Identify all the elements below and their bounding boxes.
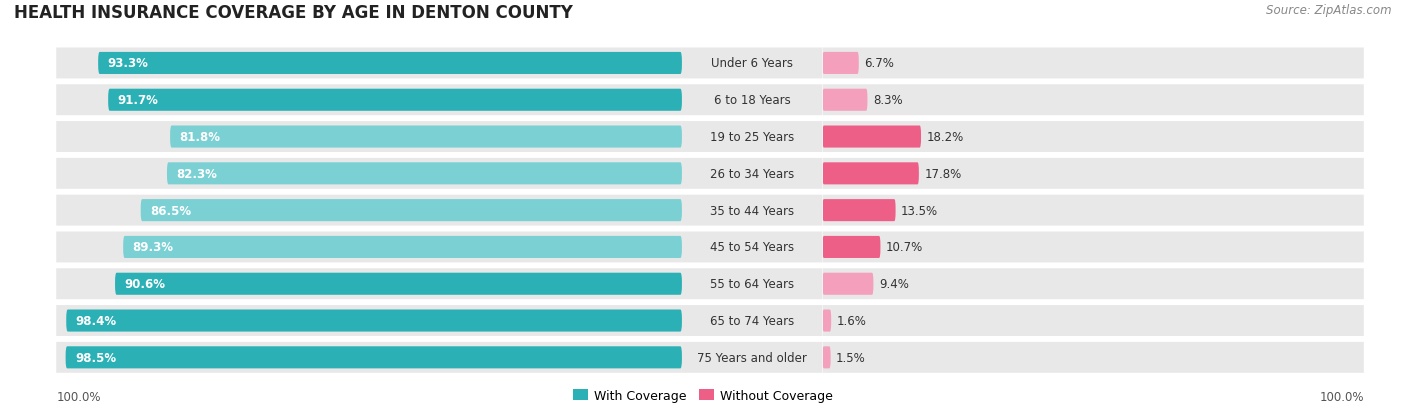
Text: 86.5%: 86.5% — [150, 204, 191, 217]
Text: 89.3%: 89.3% — [132, 241, 173, 254]
FancyBboxPatch shape — [823, 236, 880, 259]
FancyBboxPatch shape — [823, 163, 920, 185]
Text: 6.7%: 6.7% — [865, 57, 894, 70]
FancyBboxPatch shape — [56, 268, 682, 299]
Text: 1.6%: 1.6% — [837, 314, 866, 327]
FancyBboxPatch shape — [823, 273, 873, 295]
Text: 98.5%: 98.5% — [75, 351, 117, 364]
Text: 17.8%: 17.8% — [924, 167, 962, 180]
FancyBboxPatch shape — [823, 85, 1364, 116]
FancyBboxPatch shape — [170, 126, 682, 148]
Text: 91.7%: 91.7% — [118, 94, 159, 107]
FancyBboxPatch shape — [682, 85, 823, 116]
Text: 75 Years and older: 75 Years and older — [697, 351, 807, 364]
Text: 82.3%: 82.3% — [176, 167, 218, 180]
FancyBboxPatch shape — [124, 236, 682, 259]
Text: 18.2%: 18.2% — [927, 131, 963, 144]
Text: 100.0%: 100.0% — [56, 390, 101, 403]
Text: 26 to 34 Years: 26 to 34 Years — [710, 167, 794, 180]
FancyBboxPatch shape — [66, 310, 682, 332]
FancyBboxPatch shape — [56, 85, 682, 116]
FancyBboxPatch shape — [823, 199, 896, 222]
Text: HEALTH INSURANCE COVERAGE BY AGE IN DENTON COUNTY: HEALTH INSURANCE COVERAGE BY AGE IN DENT… — [14, 4, 572, 22]
Text: 8.3%: 8.3% — [873, 94, 903, 107]
FancyBboxPatch shape — [56, 232, 682, 263]
FancyBboxPatch shape — [823, 232, 1364, 263]
FancyBboxPatch shape — [56, 122, 682, 153]
FancyBboxPatch shape — [823, 195, 1364, 226]
Text: 55 to 64 Years: 55 to 64 Years — [710, 278, 794, 290]
FancyBboxPatch shape — [823, 122, 1364, 153]
FancyBboxPatch shape — [56, 342, 682, 373]
FancyBboxPatch shape — [823, 126, 921, 148]
Text: Under 6 Years: Under 6 Years — [711, 57, 793, 70]
FancyBboxPatch shape — [66, 347, 682, 368]
FancyBboxPatch shape — [682, 232, 823, 263]
FancyBboxPatch shape — [98, 53, 682, 75]
FancyBboxPatch shape — [823, 268, 1364, 299]
Text: 81.8%: 81.8% — [180, 131, 221, 144]
FancyBboxPatch shape — [682, 195, 823, 226]
FancyBboxPatch shape — [108, 90, 682, 112]
FancyBboxPatch shape — [115, 273, 682, 295]
FancyBboxPatch shape — [823, 90, 868, 112]
Text: 6 to 18 Years: 6 to 18 Years — [714, 94, 790, 107]
FancyBboxPatch shape — [56, 48, 682, 79]
FancyBboxPatch shape — [56, 195, 682, 226]
Text: 13.5%: 13.5% — [901, 204, 938, 217]
Text: 98.4%: 98.4% — [76, 314, 117, 327]
Text: 100.0%: 100.0% — [1319, 390, 1364, 403]
FancyBboxPatch shape — [56, 159, 682, 189]
FancyBboxPatch shape — [141, 199, 682, 222]
FancyBboxPatch shape — [682, 342, 823, 373]
Text: 45 to 54 Years: 45 to 54 Years — [710, 241, 794, 254]
Text: 65 to 74 Years: 65 to 74 Years — [710, 314, 794, 327]
FancyBboxPatch shape — [682, 122, 823, 153]
FancyBboxPatch shape — [823, 48, 1364, 79]
Text: 90.6%: 90.6% — [125, 278, 166, 290]
FancyBboxPatch shape — [823, 342, 1364, 373]
FancyBboxPatch shape — [823, 347, 831, 368]
Text: 9.4%: 9.4% — [879, 278, 908, 290]
Text: 10.7%: 10.7% — [886, 241, 924, 254]
FancyBboxPatch shape — [823, 159, 1364, 189]
FancyBboxPatch shape — [823, 305, 1364, 336]
Legend: With Coverage, Without Coverage: With Coverage, Without Coverage — [568, 384, 838, 407]
FancyBboxPatch shape — [56, 305, 682, 336]
FancyBboxPatch shape — [823, 310, 831, 332]
FancyBboxPatch shape — [823, 53, 859, 75]
FancyBboxPatch shape — [682, 305, 823, 336]
Text: 19 to 25 Years: 19 to 25 Years — [710, 131, 794, 144]
Text: 35 to 44 Years: 35 to 44 Years — [710, 204, 794, 217]
Text: Source: ZipAtlas.com: Source: ZipAtlas.com — [1267, 4, 1392, 17]
FancyBboxPatch shape — [682, 159, 823, 189]
Text: 1.5%: 1.5% — [837, 351, 866, 364]
FancyBboxPatch shape — [682, 48, 823, 79]
Text: 93.3%: 93.3% — [107, 57, 149, 70]
FancyBboxPatch shape — [682, 268, 823, 299]
FancyBboxPatch shape — [167, 163, 682, 185]
